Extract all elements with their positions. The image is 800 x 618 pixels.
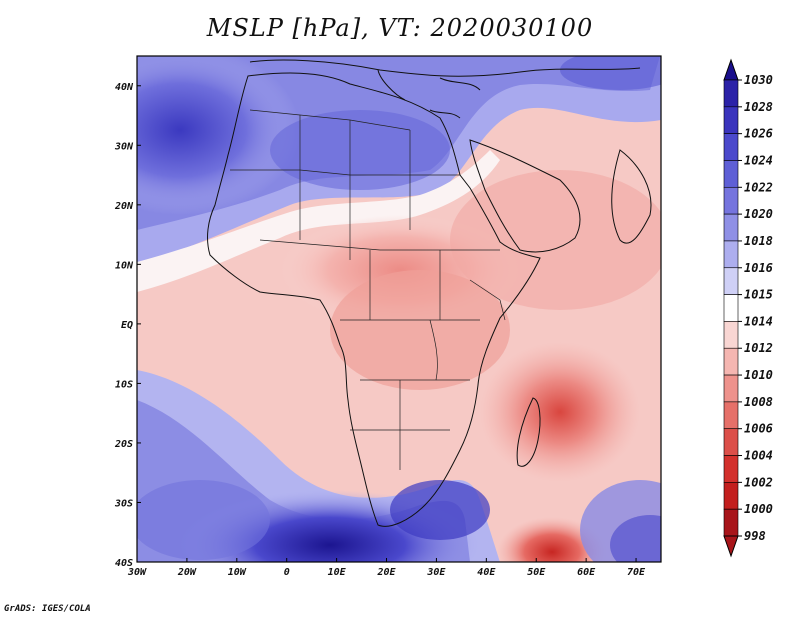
colorbar-segment: [723, 186, 739, 215]
x-tick-label: 30E: [426, 567, 446, 578]
y-axis-ticks: 40N 30N 20N 10N EQ 10S 20S 30S 40S: [114, 82, 141, 569]
africa-outline: [207, 72, 541, 527]
x-tick-label: 20E: [376, 567, 396, 578]
colorbar-segment: [723, 482, 739, 510]
colorbar-label: 1014: [744, 314, 773, 328]
colorbar-label: 998: [744, 529, 766, 543]
x-tick-label: 10W: [228, 567, 247, 578]
colorbar-label: 1016: [744, 261, 773, 275]
colorbar-label: 1010: [744, 368, 773, 382]
colorbar-segment: [723, 106, 739, 134]
colorbar-bottom-arrow: [723, 535, 739, 558]
colorbar-label: 1026: [744, 127, 773, 141]
colorbar-segment: [723, 79, 739, 108]
colorbar-segment: [723, 267, 739, 295]
arabia-outline: [469, 139, 581, 253]
y-tick-label: 30N: [114, 141, 134, 152]
colorbar-segment: [723, 347, 739, 376]
colorbar-label: 1018: [744, 234, 773, 248]
x-axis-ticks: 30W 20W 10W 0 10E 20E 30E 40E 50E 60E 70E: [127, 558, 646, 578]
colorbar-segment: [723, 133, 739, 161]
colorbar-segment: [723, 213, 739, 242]
x-tick-label: 30W: [127, 567, 147, 578]
y-tick-label: EQ: [121, 320, 133, 331]
low-madagascar: [480, 342, 640, 482]
colorbar-label: 1015: [744, 288, 773, 302]
colorbar-top-arrow: [723, 58, 739, 81]
footer-credit: GrADS: IGES/COLA: [4, 604, 91, 614]
map-frame: [136, 55, 662, 563]
colorbar-segment: [723, 401, 739, 430]
y-tick-label: 40N: [115, 82, 134, 93]
india-outline: [611, 149, 652, 244]
y-tick-label: 30S: [114, 498, 133, 509]
colorbar-label: 1030: [744, 73, 773, 87]
y-tick-label: 20N: [114, 201, 134, 212]
x-tick-label: 70E: [627, 567, 646, 578]
x-tick-label: 60E: [577, 567, 596, 578]
x-tick-label: 0: [284, 567, 290, 578]
colorbar-label: 1028: [744, 100, 773, 114]
colorbar-label: 1006: [744, 422, 773, 436]
country-borders: [230, 109, 506, 470]
colorbar-label: 1012: [744, 341, 773, 355]
colorbar-label: 1022: [744, 180, 773, 194]
madagascar-outline: [516, 397, 541, 467]
europe-outline: [249, 59, 641, 77]
y-tick-label: 40S: [115, 558, 133, 569]
x-tick-label: 10E: [328, 567, 347, 578]
y-tick-label: 20S: [114, 439, 133, 450]
colorbar-label: 1020: [744, 207, 773, 221]
colorbar-label: 1024: [744, 153, 773, 167]
colorbar-label: 1002: [744, 475, 773, 489]
colorbar-label: 1000: [744, 502, 773, 516]
x-tick-label: 20W: [177, 567, 197, 578]
y-tick-label: 10S: [115, 379, 133, 390]
low-southern-ocean: [497, 517, 607, 562]
colorbar-label: 1008: [744, 395, 773, 409]
colorbar-segment: [723, 508, 739, 537]
high-north-atlantic: [137, 56, 300, 215]
colorbar-segment: [723, 428, 739, 456]
colorbar-segment: [723, 455, 739, 483]
coastlines: [207, 59, 652, 527]
x-tick-label: 40E: [477, 567, 496, 578]
colorbar: 1030 1028 1026 1024 1022 1020 1018 1016 1015 1014…: [723, 58, 773, 558]
colorbar-segment: [723, 321, 739, 349]
chart-title: MSLP [hPa], VT: 2020030100: [206, 14, 594, 42]
colorbar-segment: [723, 160, 739, 188]
x-tick-label: 50E: [527, 567, 546, 578]
y-tick-label: 10N: [115, 260, 134, 271]
colorbar-segment: [723, 240, 739, 269]
colorbar-segment: [723, 294, 739, 322]
pressure-field: [137, 56, 661, 562]
colorbar-segment: [723, 374, 739, 403]
colorbar-label: 1004: [744, 449, 773, 463]
